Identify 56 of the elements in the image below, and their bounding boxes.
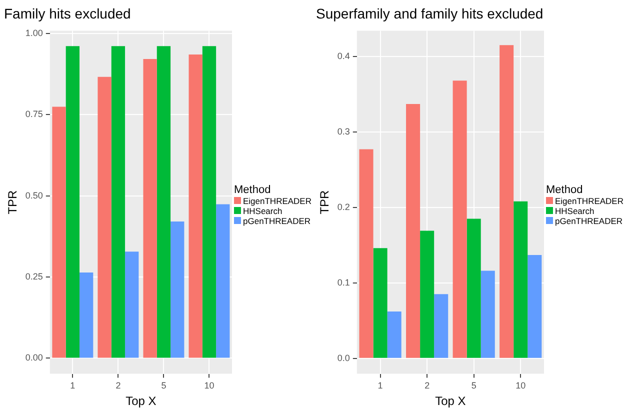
- y-tick-label: 0.2: [337, 202, 350, 212]
- y-tick-label: 0.3: [337, 126, 350, 136]
- y-tick-label: 0.25: [25, 271, 43, 282]
- x-tick-label: 10: [516, 380, 526, 391]
- y-tick-label: 0.1: [337, 277, 350, 288]
- bar: [111, 46, 126, 358]
- bar: [528, 254, 542, 358]
- legend-label: HHSearch: [243, 206, 282, 216]
- bar: [98, 76, 112, 358]
- x-axis-title: Top X: [435, 394, 466, 408]
- legend-label: pGenTHREADER: [555, 216, 623, 226]
- bar: [156, 46, 171, 358]
- legend-label: pGenTHREADER: [243, 216, 311, 226]
- legend-title: Method: [234, 184, 272, 196]
- bar: [373, 248, 388, 358]
- y-tick-label: 0.50: [25, 190, 43, 200]
- bar: [202, 46, 216, 358]
- y-tick-label: 0.0: [337, 352, 350, 363]
- y-axis-title: TPR: [6, 190, 20, 214]
- bar: [406, 104, 420, 358]
- bar: [387, 312, 402, 358]
- y-tick-label: 0.00: [25, 352, 43, 363]
- x-tick-label: 5: [471, 380, 476, 391]
- bar: [466, 218, 481, 358]
- x-tick-label: 10: [204, 380, 214, 391]
- x-axis-title: Top X: [126, 394, 156, 408]
- chart-title: Superfamily and family hits excluded: [316, 5, 544, 22]
- bar: [125, 252, 139, 358]
- bar: [514, 201, 528, 358]
- legend-title: Method: [546, 184, 584, 196]
- bar: [420, 230, 434, 358]
- legend-label: HHSearch: [555, 206, 594, 216]
- bar: [52, 106, 66, 358]
- chart-title: Family hits excluded: [4, 5, 131, 22]
- x-tick-label: 1: [378, 380, 383, 391]
- legend-label: EigenTHREADER: [243, 196, 312, 206]
- x-tick-label: 1: [70, 380, 76, 391]
- bar: [66, 46, 80, 358]
- bar: [452, 80, 467, 358]
- bar: [434, 294, 448, 358]
- y-axis-title: TPR: [318, 190, 332, 214]
- y-tick-label: 1.00: [25, 28, 43, 38]
- bar: [170, 221, 184, 358]
- bar: [500, 45, 514, 358]
- bar: [80, 272, 94, 358]
- x-tick-label: 5: [161, 380, 166, 391]
- bar: [188, 54, 202, 358]
- bar: [359, 149, 374, 358]
- legend-label: EigenTHREADER: [555, 196, 624, 206]
- bar: [143, 59, 157, 358]
- x-tick-label: 2: [116, 380, 121, 391]
- x-tick-label: 2: [424, 380, 430, 391]
- bar: [216, 204, 230, 358]
- y-tick-label: 0.4: [337, 50, 350, 61]
- bar: [480, 270, 495, 358]
- y-tick-label: 0.75: [25, 109, 43, 120]
